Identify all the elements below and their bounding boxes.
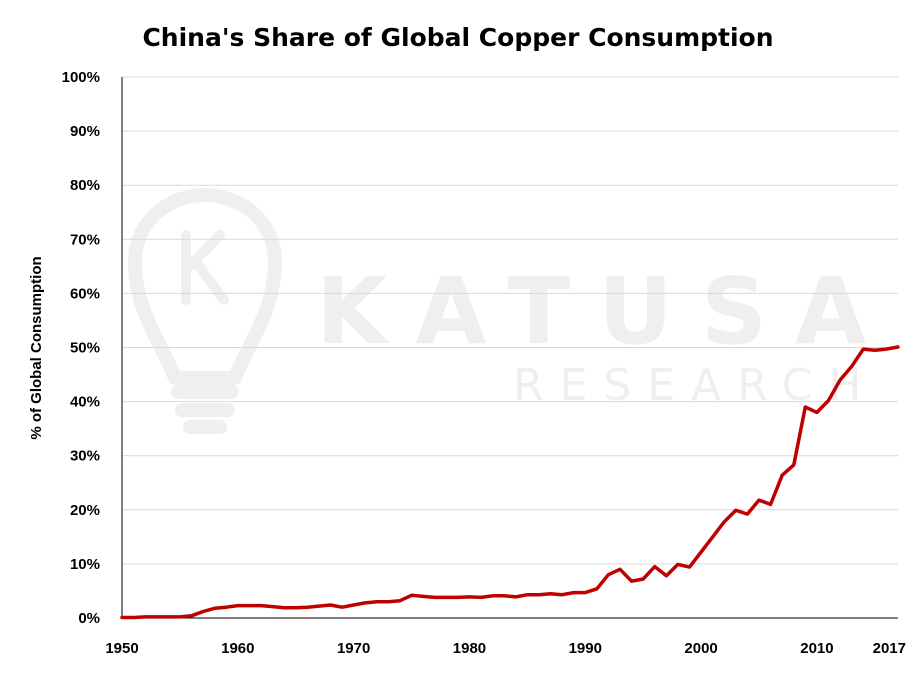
chart-title: China's Share of Global Copper Consumpti… <box>142 23 773 52</box>
y-tick-label: 50% <box>70 340 100 357</box>
y-tick-label: 10% <box>70 556 100 573</box>
y-tick-label: 100% <box>62 69 100 86</box>
lightbulb-logo-icon <box>128 188 282 434</box>
watermark-subword: RESEARCH <box>513 360 877 411</box>
y-tick-label: 30% <box>70 448 100 465</box>
y-tick-label: 90% <box>70 123 100 140</box>
y-tick-label: 80% <box>70 177 100 194</box>
y-tick-label: 40% <box>70 394 100 411</box>
katusa-watermark: KATUSA RESEARCH <box>128 188 894 434</box>
series-line <box>120 345 900 620</box>
x-tick-label: 2000 <box>684 640 717 657</box>
x-tick-label: 2017 <box>873 640 906 657</box>
y-tick-label: 0% <box>78 610 100 627</box>
x-tick-labels: 1950 1960 1970 1980 1990 2000 2010 2017 <box>105 640 906 657</box>
axes <box>121 77 898 619</box>
x-tick-label: 1950 <box>105 640 138 657</box>
x-tick-label: 1970 <box>337 640 370 657</box>
x-tick-label: 2010 <box>800 640 833 657</box>
y-tick-label: 60% <box>70 285 100 302</box>
y-tick-labels: 0% 10% 20% 30% 40% 50% 60% 70% 80% 90% 100% <box>62 69 100 627</box>
series-group <box>120 345 900 620</box>
y-tick-label: 20% <box>70 502 100 519</box>
y-tick-label: 70% <box>70 231 100 248</box>
gridlines <box>122 76 898 565</box>
y-axis-label: % of Global Consumption <box>28 256 45 439</box>
x-tick-label: 1990 <box>569 640 602 657</box>
x-tick-label: 1980 <box>453 640 486 657</box>
x-tick-label: 1960 <box>221 640 254 657</box>
watermark-word: KATUSA <box>316 258 894 365</box>
